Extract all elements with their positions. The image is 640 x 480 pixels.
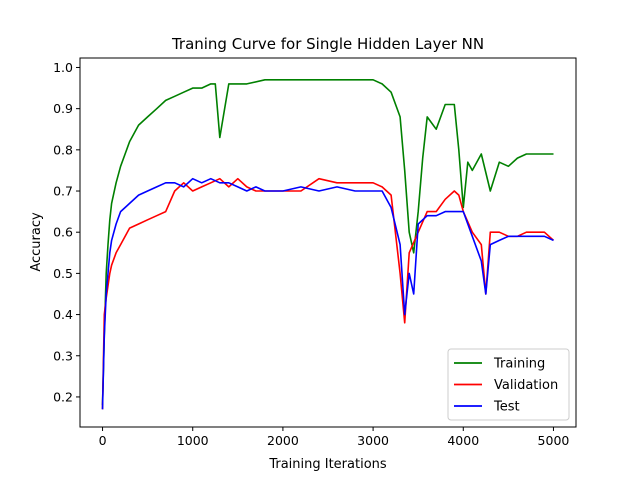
x-tick-label: 5000	[538, 433, 570, 448]
x-axis-label: Training Iterations	[268, 457, 387, 472]
y-tick-label: 0.2	[53, 389, 73, 404]
y-axis-label: Accuracy	[29, 212, 44, 272]
series-line-test	[101, 177, 554, 410]
legend-label-training: Training	[493, 357, 545, 372]
x-axis: 0 1000 2000 3000 4000 5000	[99, 427, 570, 448]
x-tick-label: 1000	[177, 433, 209, 448]
plot-frame	[79, 57, 577, 428]
y-tick-label: 0.8	[53, 142, 73, 157]
x-tick-label: 2000	[267, 433, 299, 448]
legend-label-test: Test	[493, 400, 520, 415]
y-tick-label: 0.3	[53, 348, 73, 363]
y-tick-label: 0.4	[53, 307, 73, 322]
series-line-validation	[101, 177, 555, 410]
plot-area	[79, 57, 577, 428]
x-tick-label: 3000	[357, 433, 389, 448]
y-tick-label: 1.0	[53, 60, 73, 75]
y-tick-label: 0.6	[53, 225, 73, 240]
legend: Training Validation Test	[447, 348, 570, 421]
y-tick-label: 0.7	[53, 184, 73, 199]
y-tick-label: 0.5	[53, 266, 73, 281]
legend-box	[447, 348, 570, 421]
series-line-training	[101, 79, 554, 406]
legend-label-validation: Validation	[494, 378, 558, 393]
series-layer	[101, 79, 555, 410]
y-tick-label: 0.9	[53, 101, 73, 116]
y-axis: 0.2 0.3 0.4 0.5 0.6 0.7 0.8 0.9 1.0	[53, 60, 80, 404]
chart-title: Traning Curve for Single Hidden Layer NN	[171, 35, 484, 53]
x-tick-label: 0	[99, 433, 107, 448]
x-tick-label: 4000	[447, 433, 479, 448]
